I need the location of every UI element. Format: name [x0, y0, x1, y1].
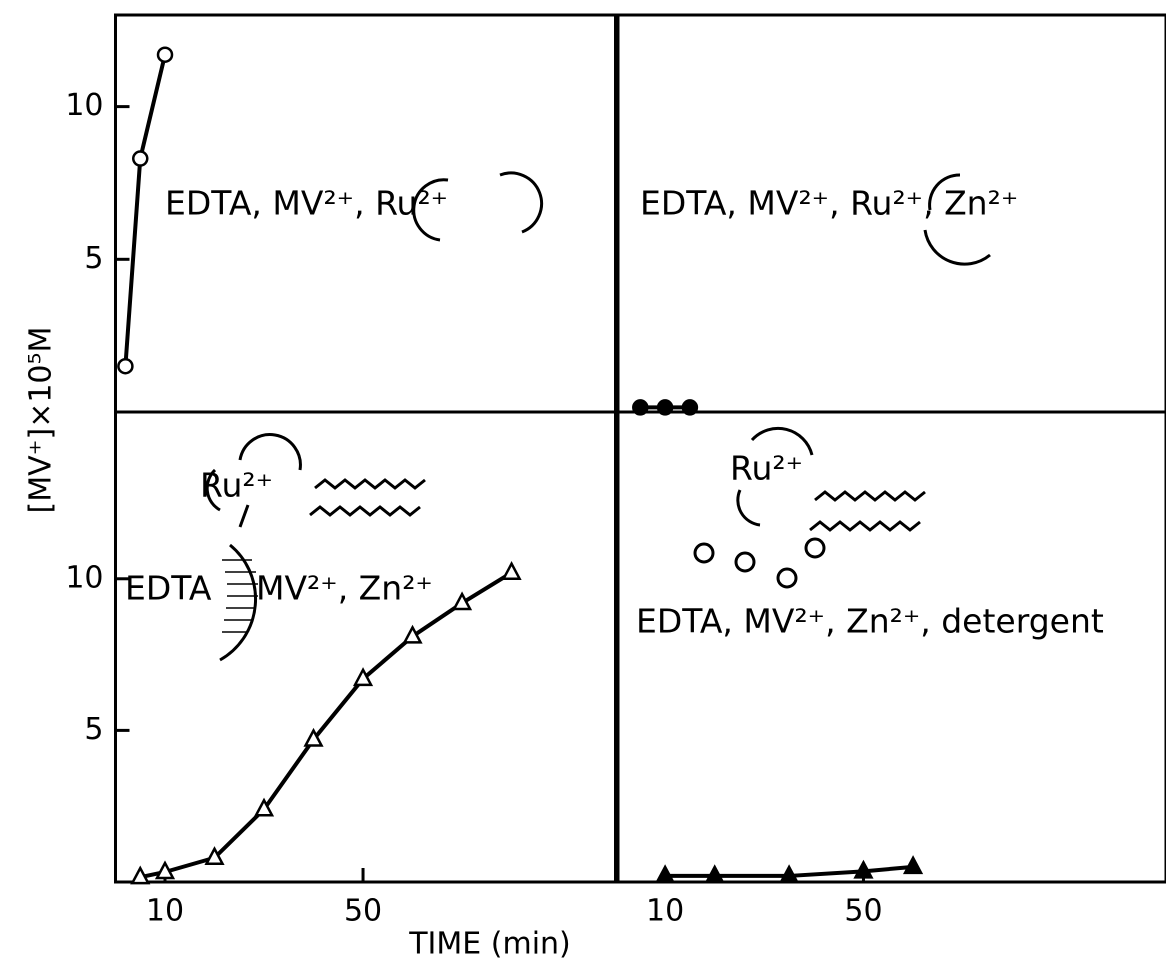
annotation: Ru²⁺: [200, 466, 273, 505]
y-tick-label: 10: [65, 88, 103, 123]
marker: [303, 727, 324, 747]
marker: [501, 561, 522, 580]
annotation: EDTA, MV²⁺, Ru²⁺: [165, 184, 448, 223]
ring-arc: [736, 489, 761, 527]
marker: [253, 797, 275, 817]
marker: [778, 864, 800, 884]
ring-arc: [205, 468, 221, 512]
marker: [704, 864, 725, 884]
marker: [154, 860, 176, 880]
ring-arc: [928, 173, 961, 211]
particle: [776, 567, 798, 589]
marker: [402, 624, 423, 644]
marker: [352, 667, 374, 687]
chain: [814, 490, 926, 502]
y-tick-label: 5: [84, 712, 103, 747]
data-line: [139, 571, 513, 880]
data-line: [123, 54, 167, 367]
marker: [451, 591, 473, 611]
ring-arc: [499, 171, 544, 234]
micelle: [219, 543, 258, 662]
particle: [804, 537, 826, 559]
panel-frame: [114, 410, 620, 884]
marker: [156, 46, 174, 63]
marker: [130, 865, 151, 885]
y-tick-label: 5: [84, 241, 103, 276]
ring-arc: [238, 433, 302, 471]
annotation: EDTA, MV²⁺, Zn²⁺, detergent: [636, 602, 1104, 641]
annotation: Ru²⁺: [730, 449, 803, 488]
marker: [655, 864, 676, 884]
chain: [809, 520, 921, 532]
particle: [693, 542, 715, 564]
y-tick-label: 10: [65, 560, 103, 595]
marker: [117, 357, 134, 375]
x-tick-label: 50: [344, 894, 382, 929]
annotation: EDTA: [125, 569, 212, 608]
arrow: [238, 504, 250, 528]
marker: [132, 150, 149, 167]
ring-arc: [750, 426, 814, 456]
micelle-hatch: [222, 559, 258, 633]
x-tick-label: 10: [146, 894, 184, 929]
y-axis-label: [MV⁺]×10⁵M: [24, 327, 59, 514]
marker: [853, 859, 874, 879]
ring-arc: [923, 229, 991, 266]
marker: [902, 855, 924, 875]
marker: [204, 846, 225, 865]
chain: [314, 478, 426, 490]
chain: [309, 505, 421, 517]
x-axis-label: TIME (min): [408, 927, 571, 962]
panel-frame: [614, 410, 1166, 884]
particle: [734, 551, 756, 573]
ring-arc: [412, 178, 449, 242]
annotation: EDTA, MV²⁺, Ru²⁺, Zn²⁺: [640, 184, 1018, 223]
x-tick-label: 50: [844, 894, 882, 929]
x-tick-label: 10: [646, 894, 684, 929]
annotation: MV²⁺, Zn²⁺: [256, 569, 433, 608]
decorations: [205, 171, 991, 662]
